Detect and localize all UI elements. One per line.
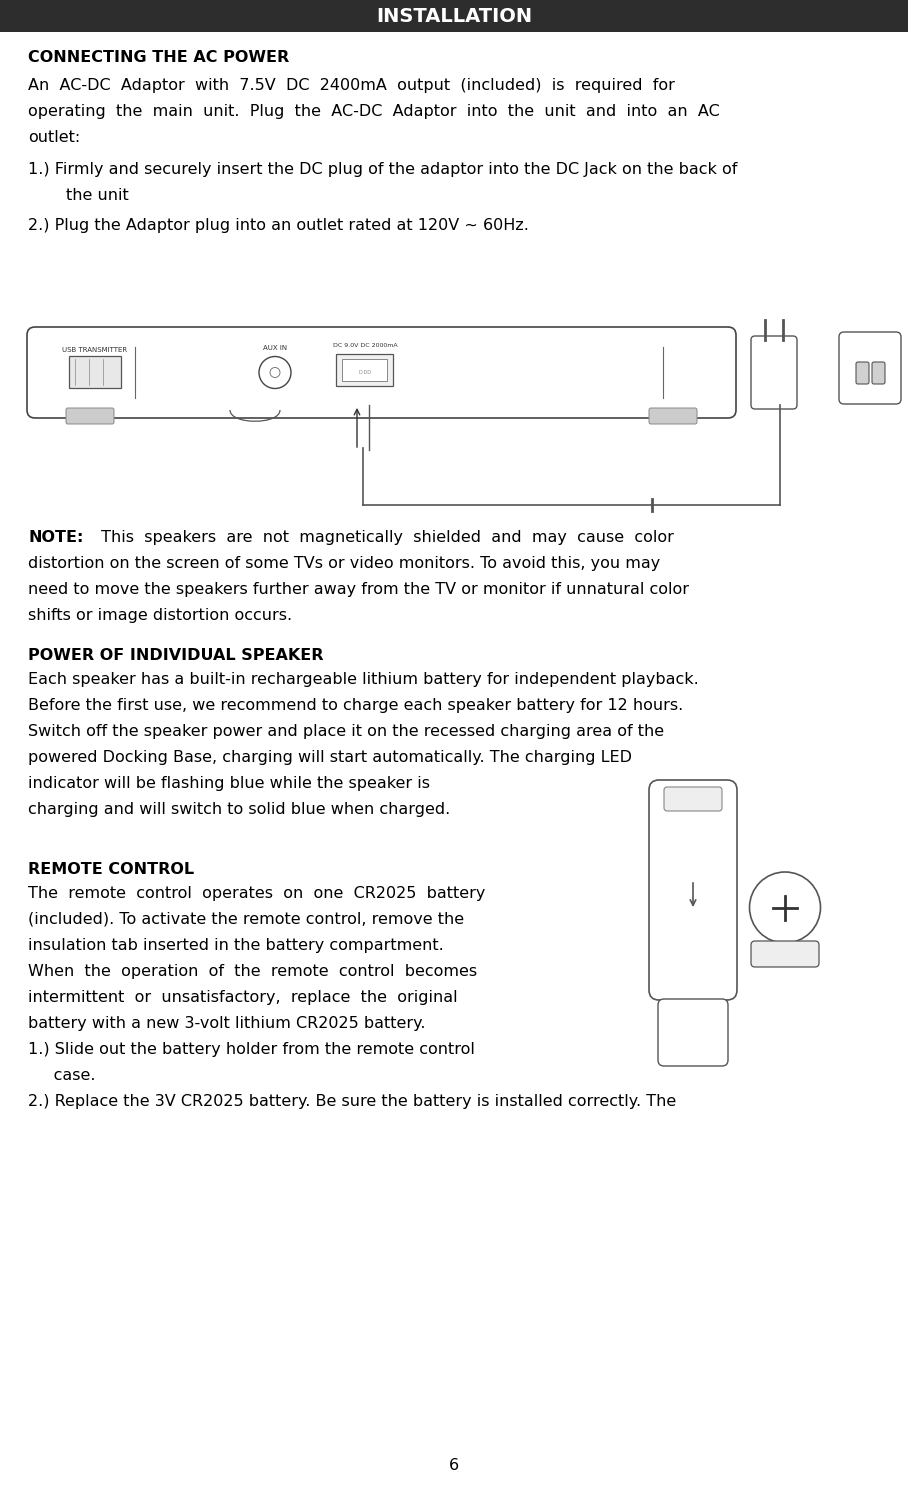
Text: The  remote  control  operates  on  one  CR2025  battery: The remote control operates on one CR202… [28, 887, 486, 901]
Text: distortion on the screen of some TVs or video monitors. To avoid this, you may: distortion on the screen of some TVs or … [28, 556, 660, 571]
Text: 6: 6 [449, 1458, 459, 1473]
Text: indicator will be flashing blue while the speaker is: indicator will be flashing blue while th… [28, 776, 430, 791]
Text: operating  the  main  unit.  Plug  the  AC-DC  Adaptor  into  the  unit  and  in: operating the main unit. Plug the AC-DC … [28, 105, 720, 120]
FancyBboxPatch shape [649, 780, 737, 1000]
Text: shifts or image distortion occurs.: shifts or image distortion occurs. [28, 608, 292, 623]
FancyBboxPatch shape [872, 362, 885, 384]
FancyBboxPatch shape [336, 354, 393, 386]
FancyBboxPatch shape [69, 356, 121, 389]
Text: insulation tab inserted in the battery compartment.: insulation tab inserted in the battery c… [28, 937, 444, 952]
Text: case.: case. [28, 1067, 95, 1082]
FancyBboxPatch shape [664, 786, 722, 810]
Bar [0, 0, 908, 31]
Text: 2.) Plug the Adaptor plug into an outlet rated at 120V ~ 60Hz.: 2.) Plug the Adaptor plug into an outlet… [28, 218, 528, 233]
Text: 1.) Firmly and securely insert the DC plug of the adaptor into the DC Jack on th: 1.) Firmly and securely insert the DC pl… [28, 161, 737, 176]
Text: powered Docking Base, charging will start automatically. The charging LED: powered Docking Base, charging will star… [28, 750, 632, 765]
Text: (included). To activate the remote control, remove the: (included). To activate the remote contr… [28, 912, 464, 927]
Text: DC 9.0V DC 2000mA: DC 9.0V DC 2000mA [332, 342, 398, 348]
FancyBboxPatch shape [751, 940, 819, 967]
Text: 1.) Slide out the battery holder from the remote control: 1.) Slide out the battery holder from th… [28, 1042, 475, 1057]
Text: intermittent  or  unsatisfactory,  replace  the  original: intermittent or unsatisfactory, replace … [28, 990, 458, 1005]
Text: An  AC-DC  Adaptor  with  7.5V  DC  2400mA  output  (included)  is  required  fo: An AC-DC Adaptor with 7.5V DC 2400mA out… [28, 78, 675, 93]
Text: 2.) Replace the 3V CR2025 battery. Be sure the battery is installed correctly. T: 2.) Replace the 3V CR2025 battery. Be su… [28, 1094, 676, 1109]
FancyBboxPatch shape [751, 336, 797, 410]
Text: outlet:: outlet: [28, 130, 80, 145]
Text: Each speaker has a built-in rechargeable lithium battery for independent playbac: Each speaker has a built-in rechargeable… [28, 671, 699, 688]
Text: INSTALLATION: INSTALLATION [376, 6, 532, 25]
FancyBboxPatch shape [856, 362, 869, 384]
FancyBboxPatch shape [839, 332, 901, 404]
Text: When  the  operation  of  the  remote  control  becomes: When the operation of the remote control… [28, 964, 477, 979]
Text: battery with a new 3-volt lithium CR2025 battery.: battery with a new 3-volt lithium CR2025… [28, 1017, 426, 1032]
Text: Switch off the speaker power and place it on the recessed charging area of the: Switch off the speaker power and place i… [28, 724, 664, 739]
Text: CONNECTING THE AC POWER: CONNECTING THE AC POWER [28, 49, 290, 64]
Text: AUX IN: AUX IN [263, 345, 287, 351]
FancyBboxPatch shape [649, 408, 697, 425]
Text: POWER OF INDIVIDUAL SPEAKER: POWER OF INDIVIDUAL SPEAKER [28, 647, 323, 662]
FancyBboxPatch shape [342, 359, 387, 381]
Text: This  speakers  are  not  magnetically  shielded  and  may  cause  color: This speakers are not magnetically shiel… [96, 531, 674, 546]
FancyBboxPatch shape [66, 408, 114, 425]
Text: D-DD: D-DD [359, 371, 371, 375]
Text: Before the first use, we recommend to charge each speaker battery for 12 hours.: Before the first use, we recommend to ch… [28, 698, 683, 713]
Text: the unit: the unit [66, 188, 129, 203]
Text: need to move the speakers further away from the TV or monitor if unnatural color: need to move the speakers further away f… [28, 582, 689, 597]
Text: charging and will switch to solid blue when charged.: charging and will switch to solid blue w… [28, 801, 450, 816]
Text: REMOTE CONTROL: REMOTE CONTROL [28, 863, 194, 878]
FancyBboxPatch shape [27, 327, 736, 419]
Text: USB TRANSMITTER: USB TRANSMITTER [63, 347, 127, 353]
FancyBboxPatch shape [658, 999, 728, 1066]
Text: NOTE:: NOTE: [28, 531, 84, 546]
